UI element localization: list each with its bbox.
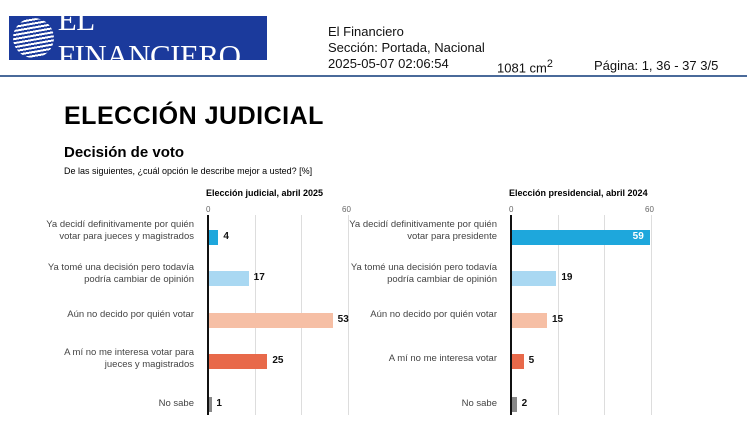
value-label: 2 [521,398,528,409]
tick-label: 60 [645,205,654,214]
category-label: Ya tomé una decisión pero todavía podría… [350,262,497,285]
category-label: Aún no decido por quién votar [67,309,194,320]
category-label: Ya decidí definitivamente por quién vota… [46,219,194,242]
category-label: Aún no decido por quién votar [370,309,497,320]
header-divider [0,75,747,77]
category-label: A mí no me interesa votar para jueces y … [64,347,194,370]
question: De las siguientes, ¿cuál opción le descr… [64,166,313,176]
bar [512,230,650,245]
source: El Financiero [328,24,404,39]
tick-label: 0 [509,205,514,214]
bar [512,397,517,412]
bar [512,313,547,328]
gridline [348,215,349,415]
value-label: 59 [632,231,644,242]
bar [512,271,557,286]
axis-line [510,215,512,415]
bar [209,397,212,412]
bar [209,354,268,369]
subtitle: Decisión de voto [64,144,185,161]
value-label: 15 [552,314,564,325]
globe-icon [13,18,54,58]
chart-title: Elección presidencial, abril 2024 [509,188,648,198]
value-label: 17 [253,272,265,283]
value-label: 5 [528,355,535,366]
category-label: A mí no me interesa votar [388,353,497,364]
value-label: 19 [561,272,573,283]
section: Sección: Portada, Nacional [328,40,485,55]
axis-line [207,215,209,415]
category-label: No sabe [158,398,194,409]
tick-label: 0 [206,205,211,214]
page-info: Página: 1, 36 - 37 3/5 [594,58,719,73]
el-financiero-logo: EL FINANCIERO [9,2,267,73]
logo-text: EL FINANCIERO [57,2,241,73]
category-label: Ya tomé una decisión pero todavía podría… [47,262,194,285]
gridline [557,215,559,415]
bar [209,271,249,286]
tick-label: 60 [342,205,351,214]
bar [209,230,219,245]
value-label: 1 [216,398,222,409]
page-title: ELECCIÓN JUDICIAL [64,102,324,130]
area: 1081 cm2 [497,58,553,76]
category-label: Ya decidí definitivamente por quién vota… [349,219,497,242]
value-label: 25 [272,355,284,366]
datetime: 2025-05-07 02:06:54 [328,56,449,71]
value-label: 4 [223,231,229,242]
bar [209,313,333,328]
bar [512,354,524,369]
category-label: No sabe [461,398,497,409]
gridline [604,215,606,415]
gridline [651,215,652,415]
value-label: 53 [337,314,349,325]
chart-title: Elección judicial, abril 2025 [206,188,324,198]
